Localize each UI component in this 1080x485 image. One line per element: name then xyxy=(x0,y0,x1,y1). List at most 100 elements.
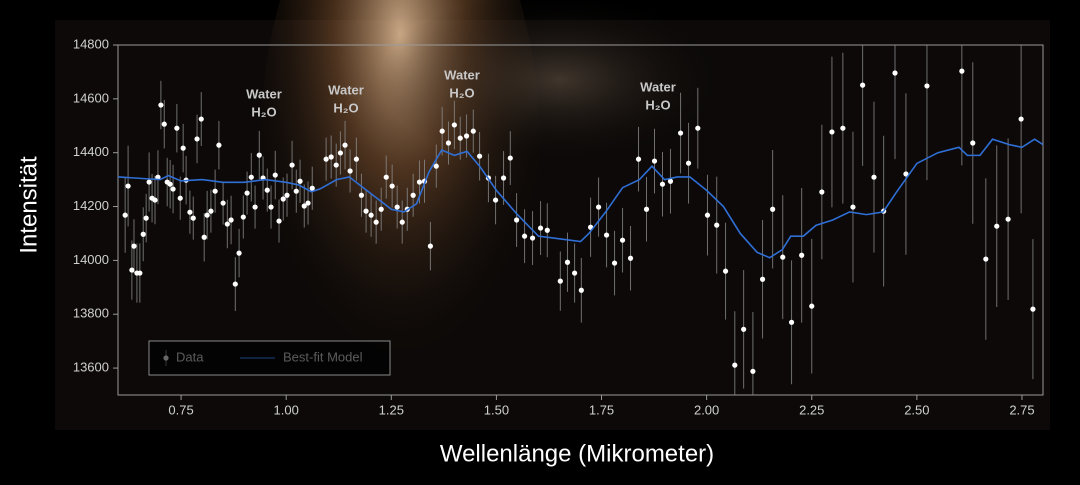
data-point xyxy=(557,278,563,284)
annotation-formula: H₂O xyxy=(333,100,358,115)
data-point xyxy=(337,150,344,156)
data-point xyxy=(399,219,405,225)
data-point xyxy=(492,197,499,203)
data-point xyxy=(759,276,766,282)
data-point xyxy=(293,188,299,194)
data-point xyxy=(809,303,815,309)
data-point xyxy=(240,214,246,220)
data-point xyxy=(152,197,158,203)
data-point xyxy=(137,270,143,276)
plot-area xyxy=(118,45,1043,395)
data-point xyxy=(780,254,786,260)
data-point xyxy=(799,252,805,258)
annotation-formula: H₂O xyxy=(449,85,474,100)
data-point xyxy=(187,209,193,215)
plot-frame xyxy=(117,44,1044,396)
data-point xyxy=(470,128,476,134)
data-point xyxy=(140,231,146,237)
data-point xyxy=(216,142,222,148)
data-point xyxy=(529,235,536,241)
data-point xyxy=(194,136,200,142)
data-point xyxy=(635,156,642,162)
data-point xyxy=(129,267,135,273)
data-point xyxy=(732,362,738,368)
data-point xyxy=(544,227,550,233)
data-point xyxy=(513,217,520,223)
y-tick-label: 14200 xyxy=(73,198,109,213)
data-point xyxy=(256,152,262,158)
data-point xyxy=(1005,216,1011,222)
annotation-label: Water xyxy=(640,79,676,94)
data-point xyxy=(180,145,186,151)
data-point xyxy=(750,368,756,374)
data-point xyxy=(714,222,720,228)
data-point xyxy=(611,260,618,266)
data-point xyxy=(389,183,395,189)
data-point xyxy=(433,163,439,169)
data-point xyxy=(603,232,610,238)
data-point xyxy=(685,160,692,166)
x-tick-label: 2.75 xyxy=(1009,402,1034,417)
x-tick-label: 2.00 xyxy=(694,402,719,417)
data-point xyxy=(323,156,329,162)
data-point xyxy=(677,130,684,136)
data-point xyxy=(363,208,369,214)
x-tick-label: 2.25 xyxy=(799,402,824,417)
data-point xyxy=(416,179,423,185)
data-point xyxy=(146,179,152,185)
y-tick-label: 13600 xyxy=(73,360,109,375)
data-point xyxy=(667,178,674,184)
annotation-label: Water xyxy=(246,86,282,101)
data-point xyxy=(252,204,258,210)
data-point xyxy=(347,168,353,174)
data-point xyxy=(892,70,898,76)
data-point xyxy=(1018,116,1024,122)
data-point xyxy=(268,204,274,210)
data-point xyxy=(174,125,180,131)
data-point xyxy=(704,212,711,218)
data-point xyxy=(829,129,835,135)
y-tick-label: 14000 xyxy=(73,252,109,267)
data-point xyxy=(297,178,303,184)
data-point xyxy=(212,188,218,194)
data-point xyxy=(659,181,666,187)
x-tick-label: 0.75 xyxy=(168,402,193,417)
x-tick-label: 1.75 xyxy=(589,402,614,417)
annotation-label: Water xyxy=(328,82,364,97)
data-point xyxy=(770,206,776,212)
data-point xyxy=(280,196,286,202)
data-point xyxy=(333,162,339,168)
data-point xyxy=(788,319,795,325)
data-point xyxy=(276,218,282,224)
x-tick-label: 1.50 xyxy=(484,402,509,417)
data-point xyxy=(451,122,457,128)
data-point xyxy=(244,190,250,196)
data-point xyxy=(850,204,856,210)
x-tick-label: 2.50 xyxy=(904,402,929,417)
data-point xyxy=(264,187,270,193)
data-point xyxy=(204,212,210,218)
data-point xyxy=(871,174,877,180)
data-point xyxy=(564,259,571,265)
data-point xyxy=(903,171,909,177)
data-point xyxy=(994,223,1000,229)
data-point xyxy=(284,192,290,198)
data-point xyxy=(201,234,207,240)
data-point xyxy=(1030,306,1036,312)
data-point xyxy=(228,217,234,223)
data-point xyxy=(358,192,365,198)
data-point xyxy=(342,142,348,148)
data-point xyxy=(741,326,747,332)
data-point xyxy=(232,281,238,287)
data-point xyxy=(983,256,989,262)
data-point xyxy=(394,204,400,210)
data-point xyxy=(500,175,507,181)
data-point xyxy=(537,225,544,231)
data-point xyxy=(131,243,137,249)
data-point xyxy=(328,154,334,160)
y-axis-label: Intensität xyxy=(15,156,42,254)
data-point xyxy=(722,268,729,274)
data-point xyxy=(161,121,167,127)
nebula-glow xyxy=(380,0,740,170)
data-point xyxy=(368,212,374,218)
